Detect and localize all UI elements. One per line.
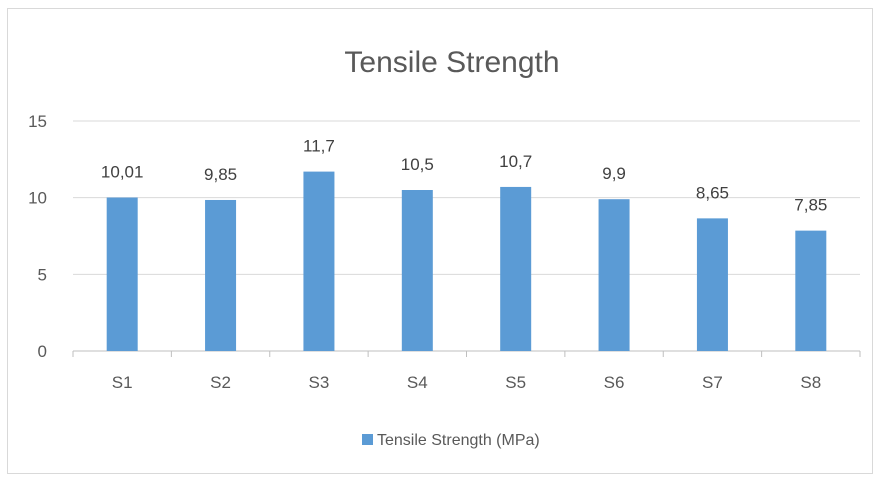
data-labels: 10,01 9,85 11,7 10,5 10,7 9,9 8,65 7,85	[101, 137, 827, 215]
bar-s6	[598, 199, 630, 351]
x-tick-label: S2	[210, 373, 231, 392]
data-label-s8: 7,85	[794, 196, 827, 215]
y-tick-label: 0	[38, 342, 47, 361]
y-tick-label: 15	[28, 112, 47, 131]
bar-s3	[303, 171, 335, 351]
data-label-s5: 10,7	[499, 152, 532, 171]
data-label-s6: 9,9	[602, 164, 626, 183]
legend-label: Tensile Strength (MPa)	[377, 432, 540, 449]
bar-s4	[401, 190, 433, 351]
bars	[106, 171, 827, 351]
chart-title: Tensile Strength	[344, 46, 559, 79]
x-tick-label: S1	[112, 373, 133, 392]
legend: Tensile Strength (MPa)	[362, 432, 540, 449]
y-tick-label: 10	[28, 189, 47, 208]
x-tick-label: S4	[407, 373, 428, 392]
data-label-s2: 9,85	[204, 165, 237, 184]
x-tick-label: S5	[505, 373, 526, 392]
bar-s5	[500, 186, 532, 351]
bar-s7	[696, 218, 728, 351]
x-tick-label: S8	[800, 373, 821, 392]
bar-s8	[795, 230, 827, 351]
data-label-s1: 10,01	[101, 163, 144, 182]
x-axis-tick-labels: S1 S2 S3 S4 S5 S6 S7 S8	[112, 373, 821, 392]
gridlines	[72, 120, 861, 357]
data-label-s3: 11,7	[303, 137, 335, 156]
bar-s1	[106, 197, 138, 351]
bar-s2	[205, 199, 237, 351]
y-tick-label: 5	[38, 265, 47, 284]
x-tick-label: S7	[702, 373, 723, 392]
x-tick-label: S6	[604, 373, 625, 392]
y-axis-tick-labels: 0 5 10 15	[28, 112, 47, 361]
data-label-s7: 8,65	[696, 183, 729, 202]
legend-swatch	[362, 434, 373, 445]
chart-frame	[7, 8, 873, 474]
x-tick-label: S3	[309, 373, 330, 392]
data-label-s4: 10,5	[401, 155, 434, 174]
